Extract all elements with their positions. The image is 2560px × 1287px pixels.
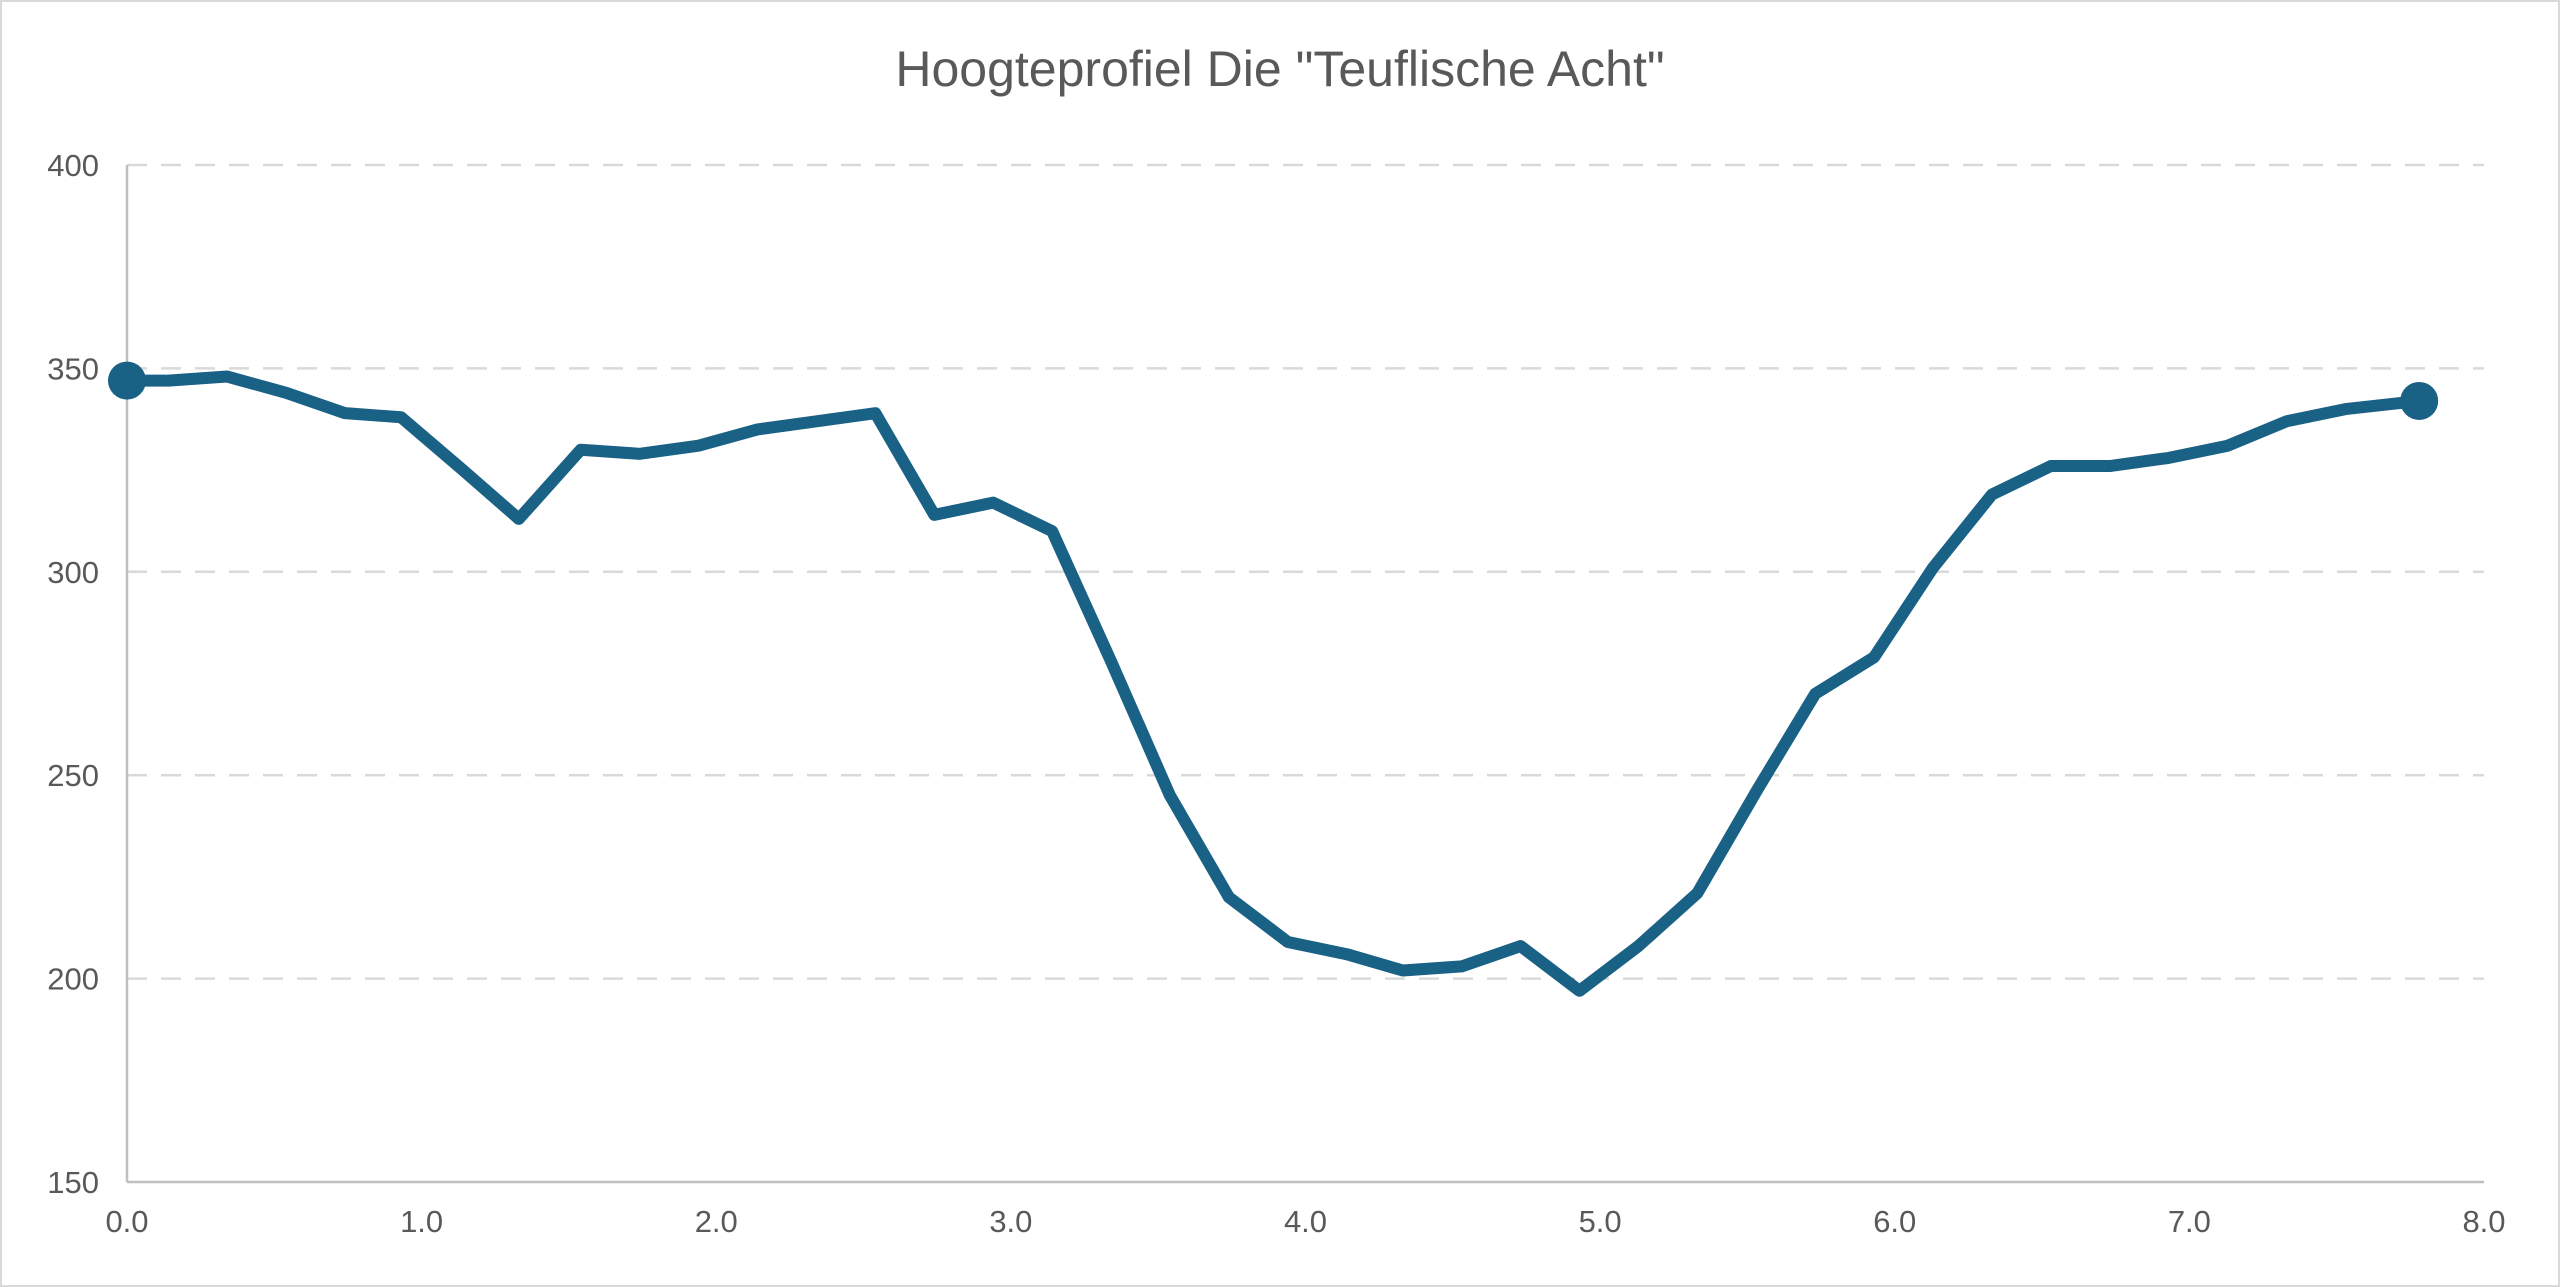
- x-tick-label: 5.0: [1579, 1204, 1622, 1239]
- x-tick-label: 1.0: [400, 1204, 443, 1239]
- x-tick-label: 8.0: [2462, 1204, 2505, 1239]
- y-tick-label: 250: [47, 758, 99, 793]
- x-tick-label: 2.0: [695, 1204, 738, 1239]
- x-tick-label: 4.0: [1284, 1204, 1327, 1239]
- y-tick-label: 300: [47, 555, 99, 590]
- y-tick-label: 150: [47, 1165, 99, 1200]
- y-tick-label: 200: [47, 962, 99, 997]
- series-line-hoogte: [121, 370, 2426, 997]
- x-tick-label: 6.0: [1873, 1204, 1916, 1239]
- x-tick-label: 7.0: [2168, 1204, 2211, 1239]
- y-tick-label: 400: [47, 148, 99, 183]
- x-tick-label: 3.0: [989, 1204, 1032, 1239]
- x-tick-label: 0.0: [105, 1204, 148, 1239]
- endpoint-marker: [2400, 381, 2439, 420]
- endpoint-marker: [108, 361, 146, 400]
- y-tick-label: 350: [47, 351, 99, 386]
- chart-title: Hoogteprofiel Die "Teuflische Acht": [895, 41, 1665, 97]
